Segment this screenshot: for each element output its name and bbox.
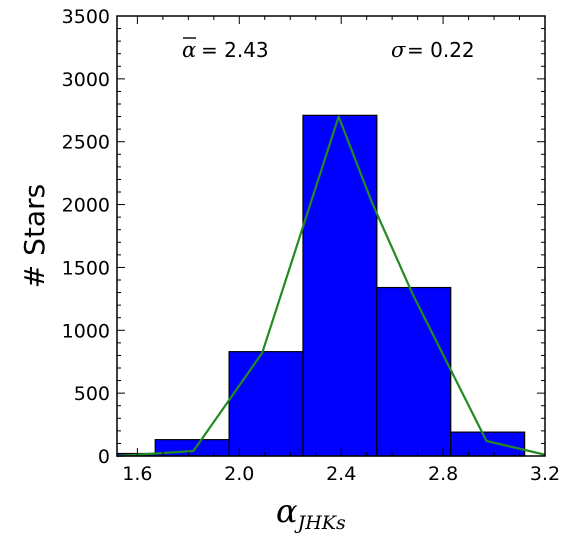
histogram-bar [302,114,378,457]
sigma-annotation: σ = 0.22 [391,38,475,62]
fit-line-group [116,115,546,458]
axis-ticks [117,15,546,457]
y-tick-label: 2000 [62,195,110,217]
y-axis-label: # Stars [18,184,51,288]
x-tick-labels: 1.6 2.0 2.4 2.8 3.2 [122,463,560,485]
histogram-bar [376,286,452,457]
histogram-bar [450,431,526,457]
mean-value: = 2.43 [201,38,269,62]
histogram-bar [228,351,304,457]
x-axis-label: αJHKs [276,492,346,534]
plot-frame [116,15,546,457]
fit-line [116,115,546,458]
x-tick-label: 2.0 [224,463,254,485]
x-axis-label-main: α [276,492,298,530]
y-tick-label: 0 [98,446,110,468]
y-tick-label: 1000 [62,320,110,342]
y-tick-label: 3000 [62,69,110,91]
x-tick-label: 2.4 [326,463,356,485]
x-tick-label: 1.6 [122,463,152,485]
x-axis-label-sub: JHKs [294,512,346,534]
y-tick-label: 500 [74,383,110,405]
y-tick-label: 2500 [62,132,110,154]
x-tick-label: 3.2 [530,463,560,485]
sigma-symbol: σ [391,38,406,62]
y-tick-label: 3500 [62,6,110,28]
histogram-bars [116,114,526,457]
sigma-value: = 0.22 [407,38,475,62]
x-tick-label: 2.8 [428,463,458,485]
mean-annotation: α = 2.43 [182,37,269,62]
y-tick-labels: 0 500 1000 1500 2000 2500 3000 3500 [62,6,110,468]
y-tick-label: 1500 [62,257,110,279]
mean-symbol: α [182,38,196,62]
